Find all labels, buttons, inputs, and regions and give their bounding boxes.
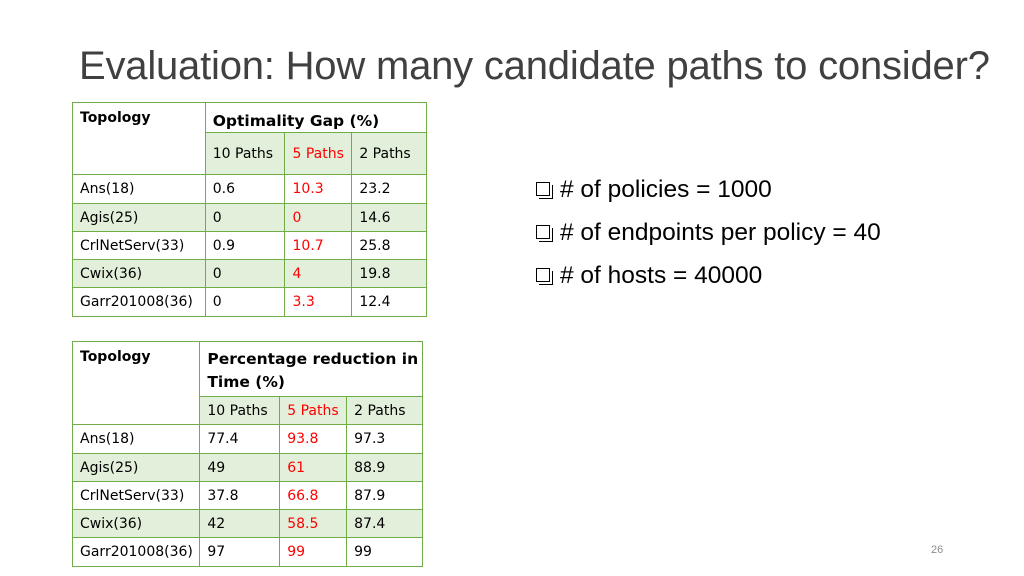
table-row: Cwix(36) 42 58.5 87.4 [71,509,423,538]
slide-title: Evaluation: How many candidate paths to … [79,44,990,88]
value-cell: 37.8 [199,481,281,510]
value-cell: 0.9 [204,231,286,260]
topology-cell: Garr201008(36) [72,287,206,317]
value-cell-highlight: 99 [279,537,348,567]
table-row: Garr201008(36) 0 3.3 12.4 [72,287,427,317]
col-header-2-paths: 2 Paths [351,132,427,175]
col-header-10-paths: 10 Paths [199,396,281,425]
topology-cell: Garr201008(36) [71,537,201,567]
value-cell-highlight: 61 [279,453,348,482]
topology-cell: CrlNetServ(33) [72,231,206,260]
topology-cell: Agis(25) [71,453,201,482]
value-cell: 14.6 [351,203,427,232]
checkbox-bullet-icon [536,181,553,199]
value-cell: 87.9 [346,481,423,510]
value-cell: 97.3 [346,424,423,454]
value-cell: 19.8 [351,259,427,288]
optimality-gap-table: Topology Optimality Gap (%) 10 Paths 5 P… [72,102,428,317]
col-header-2-paths: 2 Paths [346,396,423,425]
bullet-text: # of policies = 1000 [560,175,772,203]
page-number: 26 [931,544,944,556]
value-cell: 0.6 [204,174,286,204]
value-cell: 25.8 [351,231,427,260]
col-header-5-paths: 5 Paths [284,132,353,175]
value-cell-highlight: 0 [284,203,353,232]
bullet-item: # of policies = 1000 [536,168,881,211]
topology-cell: Ans(18) [71,424,201,454]
value-cell-highlight: 66.8 [279,481,348,510]
table-row: Ans(18) 0.6 10.3 23.2 [72,174,427,204]
table-row: CrlNetServ(33) 0.9 10.7 25.8 [72,231,427,260]
bullet-item: # of endpoints per policy = 40 [536,211,881,254]
topology-cell: Ans(18) [72,174,206,204]
bullet-text: # of hosts = 40000 [560,261,763,289]
value-cell: 49 [199,453,281,482]
value-cell: 77.4 [199,424,281,454]
value-cell: 42 [199,509,281,538]
parameter-bullet-list: # of policies = 1000 # of endpoints per … [536,168,881,297]
table-row: Cwix(36) 0 4 19.8 [72,259,427,288]
optimality-gap-header: Optimality Gap (%) [204,102,428,133]
bullet-text: # of endpoints per policy = 40 [560,218,881,246]
value-cell-highlight: 10.7 [284,231,353,260]
topology-cell: CrlNetServ(33) [71,481,201,510]
table-row: CrlNetServ(33) 37.8 66.8 87.9 [71,481,423,510]
value-cell: 0 [204,259,286,288]
time-reduction-header: Percentage reduction in Time (%) [199,341,423,397]
topology-cell: Cwix(36) [71,509,201,538]
time-reduction-header-line2: Time (%) [207,373,286,391]
checkbox-bullet-icon [536,267,553,285]
table-row: Ans(18) 77.4 93.8 97.3 [71,424,423,454]
value-cell: 0 [204,203,286,232]
value-cell: 12.4 [351,287,427,317]
table-row: Garr201008(36) 97 99 99 [71,537,423,567]
topology-cell: Agis(25) [72,203,206,232]
time-reduction-header-line1: Percentage reduction in [207,350,419,368]
topology-header: Topology [72,102,206,175]
table-row: Agis(25) 49 61 88.9 [71,453,423,482]
value-cell-highlight: 58.5 [279,509,348,538]
checkbox-bullet-icon [536,224,553,242]
time-reduction-table: Topology Percentage reduction in Time (%… [71,341,423,567]
topology-header: Topology [71,341,201,425]
table-row: Agis(25) 0 0 14.6 [72,203,427,232]
value-cell: 97 [199,537,281,567]
bullet-item: # of hosts = 40000 [536,254,881,297]
value-cell-highlight: 3.3 [284,287,353,317]
topology-cell: Cwix(36) [72,259,206,288]
value-cell: 87.4 [346,509,423,538]
value-cell: 88.9 [346,453,423,482]
value-cell-highlight: 93.8 [279,424,348,454]
value-cell-highlight: 4 [284,259,353,288]
value-cell: 99 [346,537,423,567]
value-cell: 23.2 [351,174,427,204]
value-cell-highlight: 10.3 [284,174,353,204]
col-header-10-paths: 10 Paths [204,132,286,175]
col-header-5-paths: 5 Paths [279,396,348,425]
value-cell: 0 [204,287,286,317]
